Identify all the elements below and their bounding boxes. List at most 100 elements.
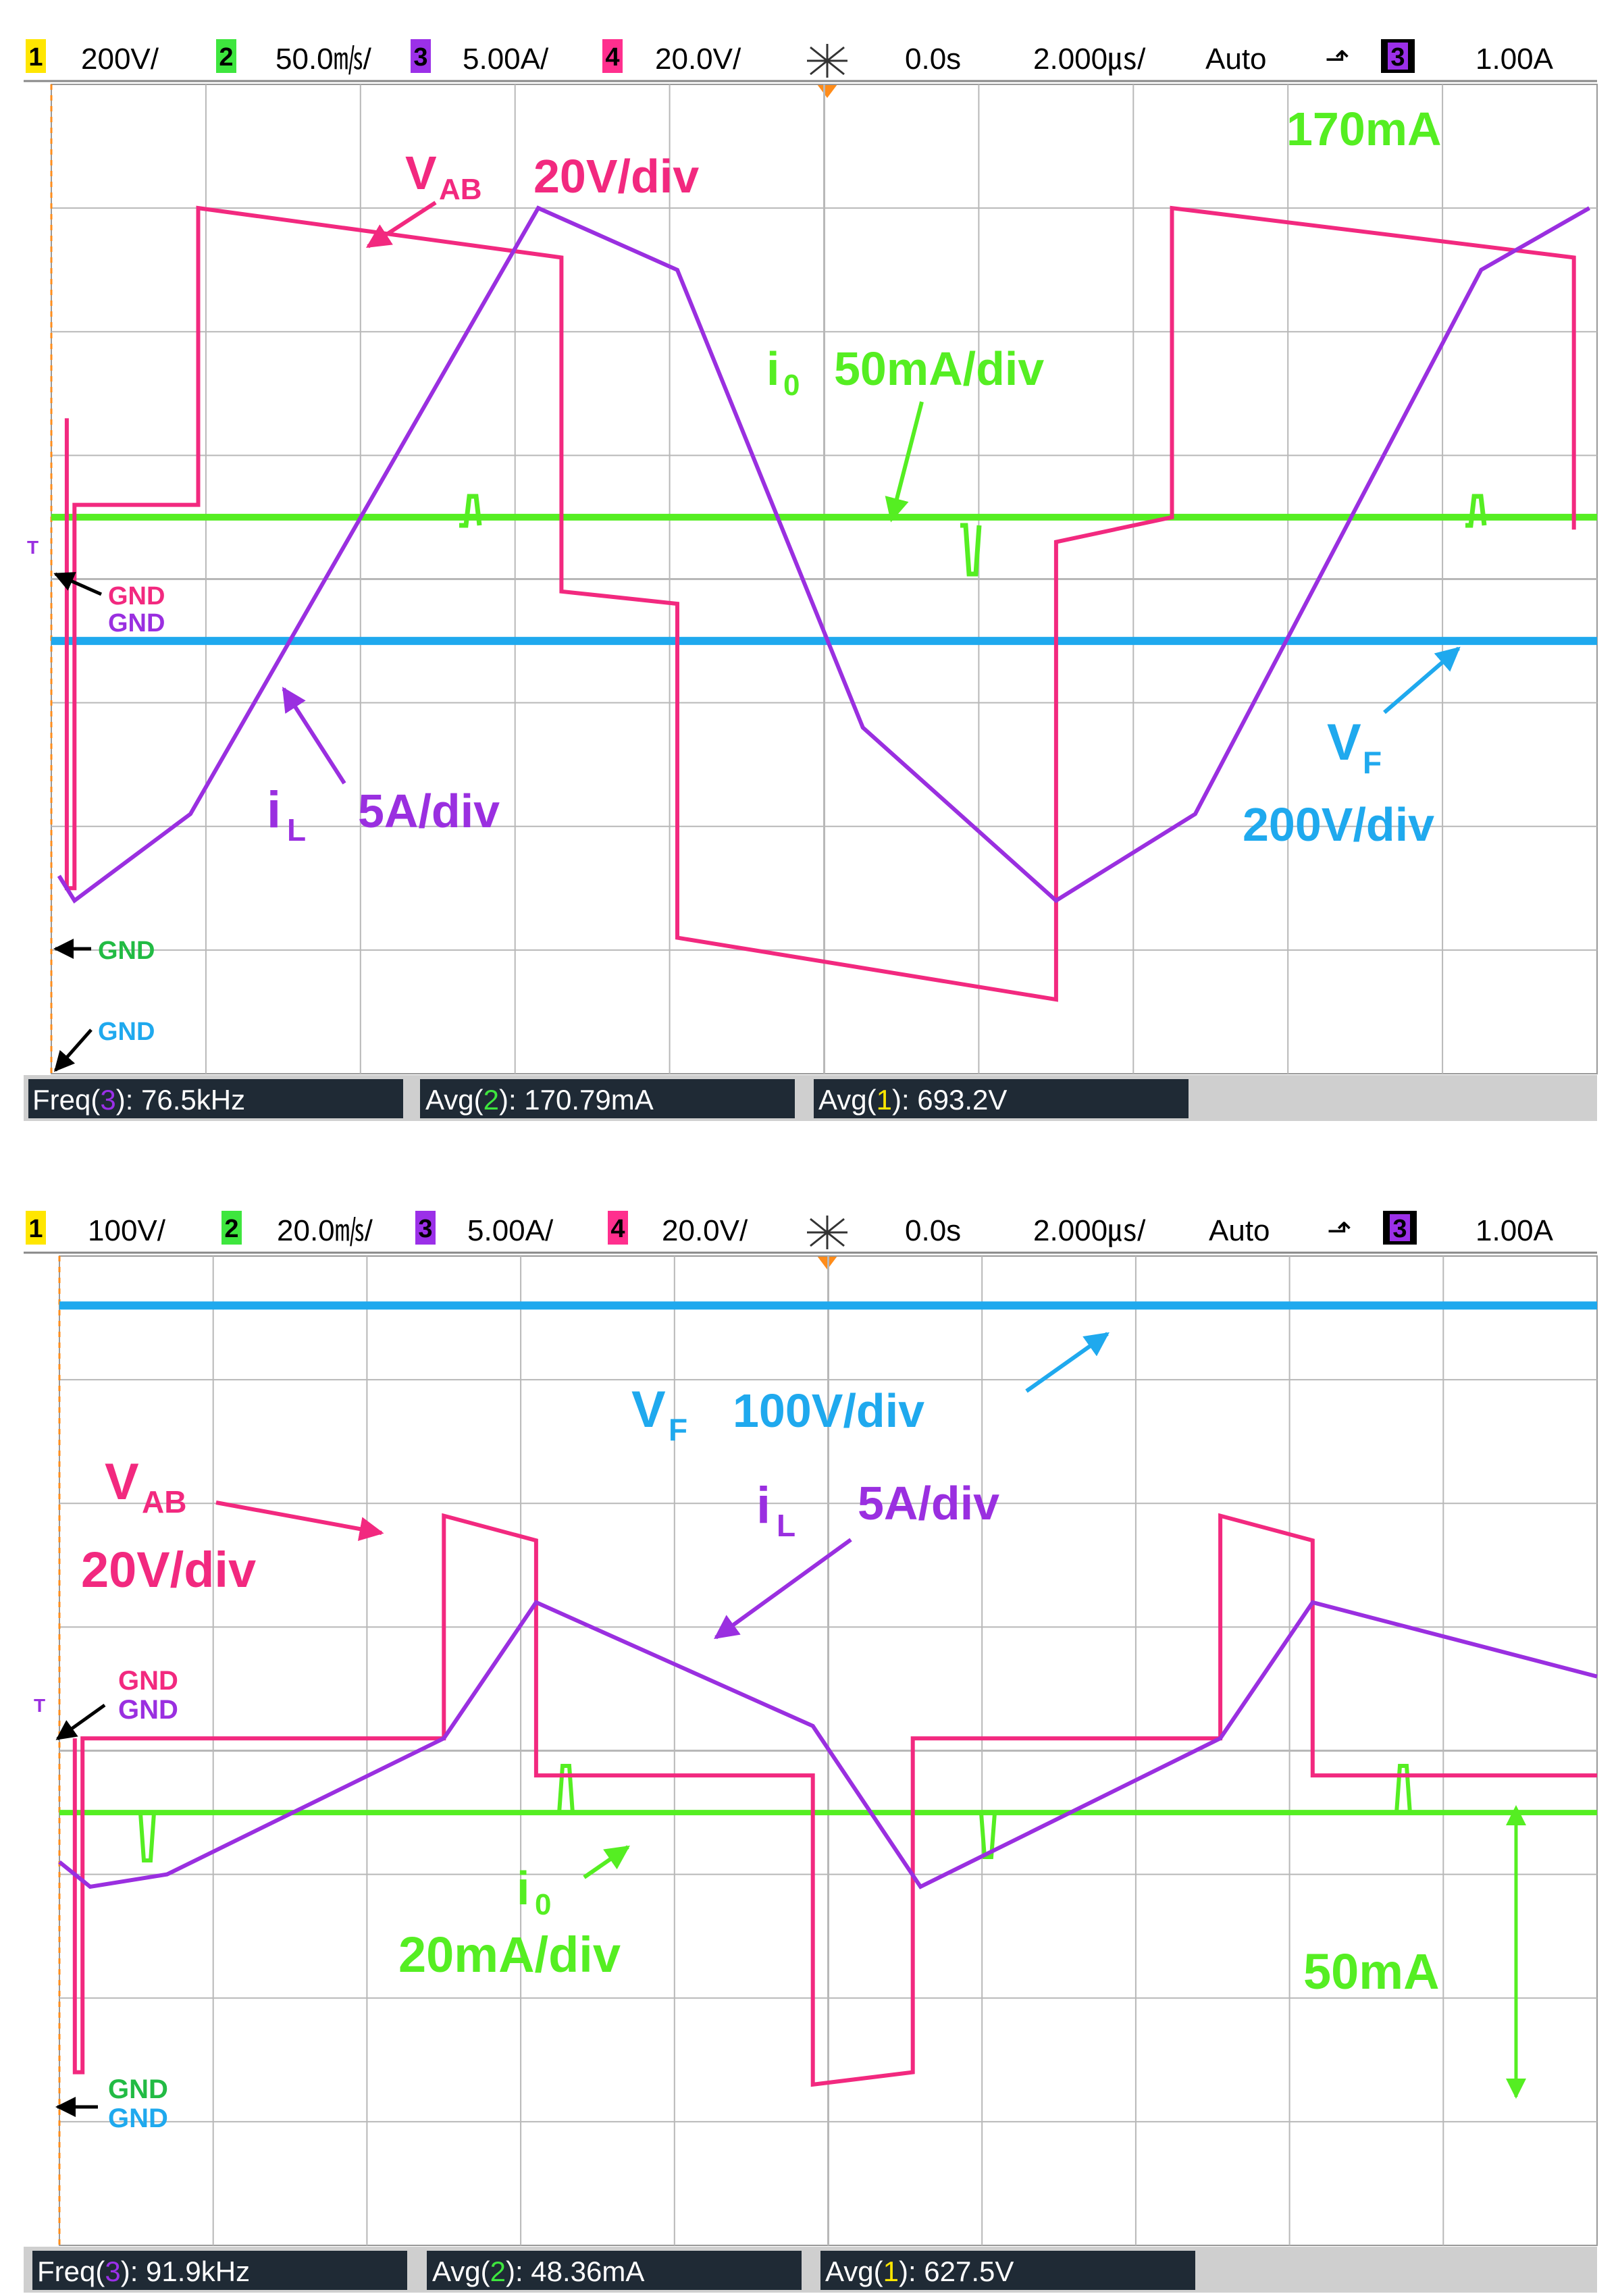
label-il: i L 5A/div [714, 1477, 999, 1640]
vab-symbol: V [405, 147, 437, 199]
ch3-badge[interactable] [411, 39, 431, 73]
avg-ch1-text: Avg(1): 693.2V [818, 1084, 1007, 1116]
label-vab: V AB 20V/div [81, 1453, 384, 1598]
trigger-star-icon[interactable] [807, 1216, 847, 1249]
vf-scale-label: 100V/div [733, 1384, 924, 1437]
oscilloscope-bottom: 1 100V/ 2 20.0㎧/ 3 5.00A/ 4 20.0V/ 0.0s … [0, 1172, 1618, 2293]
timebase-value[interactable]: 2.000㎲/ [1033, 1214, 1146, 1247]
ch3-scale[interactable]: 5.00A/ [463, 43, 549, 76]
ch4-badge[interactable] [608, 1211, 628, 1245]
trigger-mode[interactable]: Auto [1209, 1214, 1270, 1247]
il-symbol: i [756, 1477, 771, 1534]
gnd-label-vab: GND [118, 1666, 178, 1696]
scope-svg-bottom: 1 100V/ 2 20.0㎧/ 3 5.00A/ 4 20.0V/ 0.0s … [24, 1202, 1598, 2293]
ch2-badge[interactable] [221, 1211, 242, 1245]
ch4-scale[interactable]: 20.0V/ [662, 1214, 748, 1247]
timebase-value[interactable]: 2.000㎲/ [1033, 43, 1146, 76]
ch4-scale[interactable]: 20.0V/ [655, 43, 741, 76]
ch2-badge[interactable] [216, 39, 236, 73]
avg-ch2-text: Avg(2): 170.79mA [425, 1084, 654, 1116]
trigger-level[interactable]: 1.00A [1476, 1214, 1554, 1247]
vf-subscript: F [669, 1412, 687, 1447]
ch1-number: 1 [28, 43, 43, 72]
i0-subscript: 0 [535, 1888, 551, 1921]
gnd-label-vf: GND [108, 2104, 168, 2133]
ch1-badge[interactable] [26, 1211, 46, 1245]
avg-ch1-measurement[interactable] [814, 1079, 1189, 1118]
ground-markers: GND GND GND GND T [34, 1666, 178, 2133]
trigger-level[interactable]: 1.00A [1476, 43, 1554, 76]
vf-symbol: V [1327, 714, 1361, 771]
trace-il [57, 205, 1591, 904]
header-bar: 1 100V/ 2 20.0㎧/ 3 5.00A/ 4 20.0V/ 0.0s … [24, 1202, 1597, 1270]
avg-ch2-measurement[interactable] [420, 1079, 795, 1118]
ground-markers: GND GND GND GND T [27, 537, 165, 1072]
label-vab: V AB 20V/div [365, 147, 699, 249]
avg-ch1-measurement[interactable] [820, 2251, 1195, 2290]
ch3-scale[interactable]: 5.00A/ [467, 1214, 554, 1247]
scope-svg-top: 1 200V/ 2 50.0㎧/ 3 5.00A/ 4 20.0V/ 0.0s … [24, 30, 1598, 1121]
label-il: i L 5A/div [267, 686, 500, 847]
vf-subscript: F [1363, 745, 1382, 780]
freq-text: Freq(3): 91.9kHz [37, 2255, 250, 2287]
header-bar: 1 200V/ 2 50.0㎧/ 3 5.00A/ 4 20.0V/ 0.0s … [24, 30, 1597, 98]
trigger-star-icon[interactable] [807, 44, 847, 78]
current-delta-arrow: 50mA [1303, 1805, 1526, 2099]
il-subscript: L [777, 1508, 795, 1543]
trigger-slope-icon[interactable]: ⬏ [1325, 43, 1350, 76]
ch3-number: 3 [418, 1215, 432, 1243]
current-value-label: 50mA [1303, 1943, 1440, 2000]
ch1-scale[interactable]: 200V/ [81, 43, 159, 76]
avg-ch1-text: Avg(1): 627.5V [825, 2255, 1014, 2287]
i0-symbol: i [766, 342, 779, 395]
oscilloscope-top: 1 200V/ 2 50.0㎧/ 3 5.00A/ 4 20.0V/ 0.0s … [0, 0, 1618, 1121]
delay-value[interactable]: 0.0s [905, 43, 961, 76]
avg-ch2-text: Avg(2): 48.36mA [432, 2255, 644, 2287]
ch2-number: 2 [219, 43, 233, 72]
trigger-level-marker[interactable]: T [34, 1695, 45, 1716]
vab-subscript: AB [142, 1484, 186, 1519]
ch4-badge[interactable] [602, 39, 623, 73]
freq-text: Freq(3): 76.5kHz [32, 1084, 245, 1116]
il-scale-label: 5A/div [358, 785, 500, 837]
gnd-label-il: GND [108, 609, 165, 637]
ch3-badge[interactable] [415, 1211, 436, 1245]
ch3-number: 3 [413, 43, 427, 72]
i0-scale-label: 50mA/div [834, 342, 1044, 395]
vab-scale-label: 20V/div [81, 1542, 256, 1598]
vf-scale-label: 200V/div [1243, 798, 1434, 851]
freq-measurement[interactable] [28, 1079, 403, 1118]
trace-i0-spikes [459, 494, 1487, 577]
i0-scale-label: 20mA/div [398, 1927, 621, 1983]
label-i0: i 0 50mA/div [766, 342, 1044, 523]
status-bar: Freq(3): 91.9kHz Avg(2): 48.36mA Avg(1):… [24, 2247, 1597, 2293]
gnd-label-vab: GND [108, 582, 165, 610]
trace-vab [64, 205, 1576, 1002]
delay-value[interactable]: 0.0s [905, 1214, 961, 1247]
ch2-scale[interactable]: 20.0㎧/ [277, 1214, 373, 1247]
gnd-label-il: GND [118, 1695, 178, 1725]
avg-ch2-measurement[interactable] [427, 2251, 802, 2290]
label-vf: V F 100V/div [631, 1332, 1110, 1447]
ch2-scale[interactable]: 50.0㎧/ [276, 43, 372, 76]
freq-measurement[interactable] [32, 2251, 407, 2290]
trigger-slope-icon[interactable]: ⬏ [1327, 1214, 1352, 1247]
trigger-channel-number: 3 [1390, 43, 1405, 72]
il-scale-label: 5A/div [858, 1477, 999, 1530]
trigger-mode[interactable]: Auto [1205, 43, 1267, 76]
trigger-channel-number: 3 [1392, 1215, 1407, 1243]
graticule-grid [51, 84, 1598, 1074]
trace-il [58, 1600, 1598, 1889]
ch1-scale[interactable]: 100V/ [88, 1214, 166, 1247]
ch2-number: 2 [224, 1215, 238, 1243]
ch1-badge[interactable] [26, 39, 46, 73]
label-vf: V F 200V/div [1243, 646, 1461, 851]
gnd-label-i0: GND [98, 937, 155, 965]
gnd-label-vf: GND [98, 1018, 155, 1046]
il-subscript: L [287, 812, 306, 847]
trigger-level-marker[interactable]: T [27, 537, 38, 558]
i0-symbol: i [517, 1862, 529, 1914]
vab-subscript: AB [439, 173, 482, 206]
trigger-position-marker[interactable] [817, 84, 837, 98]
i0-subscript: 0 [783, 369, 800, 402]
